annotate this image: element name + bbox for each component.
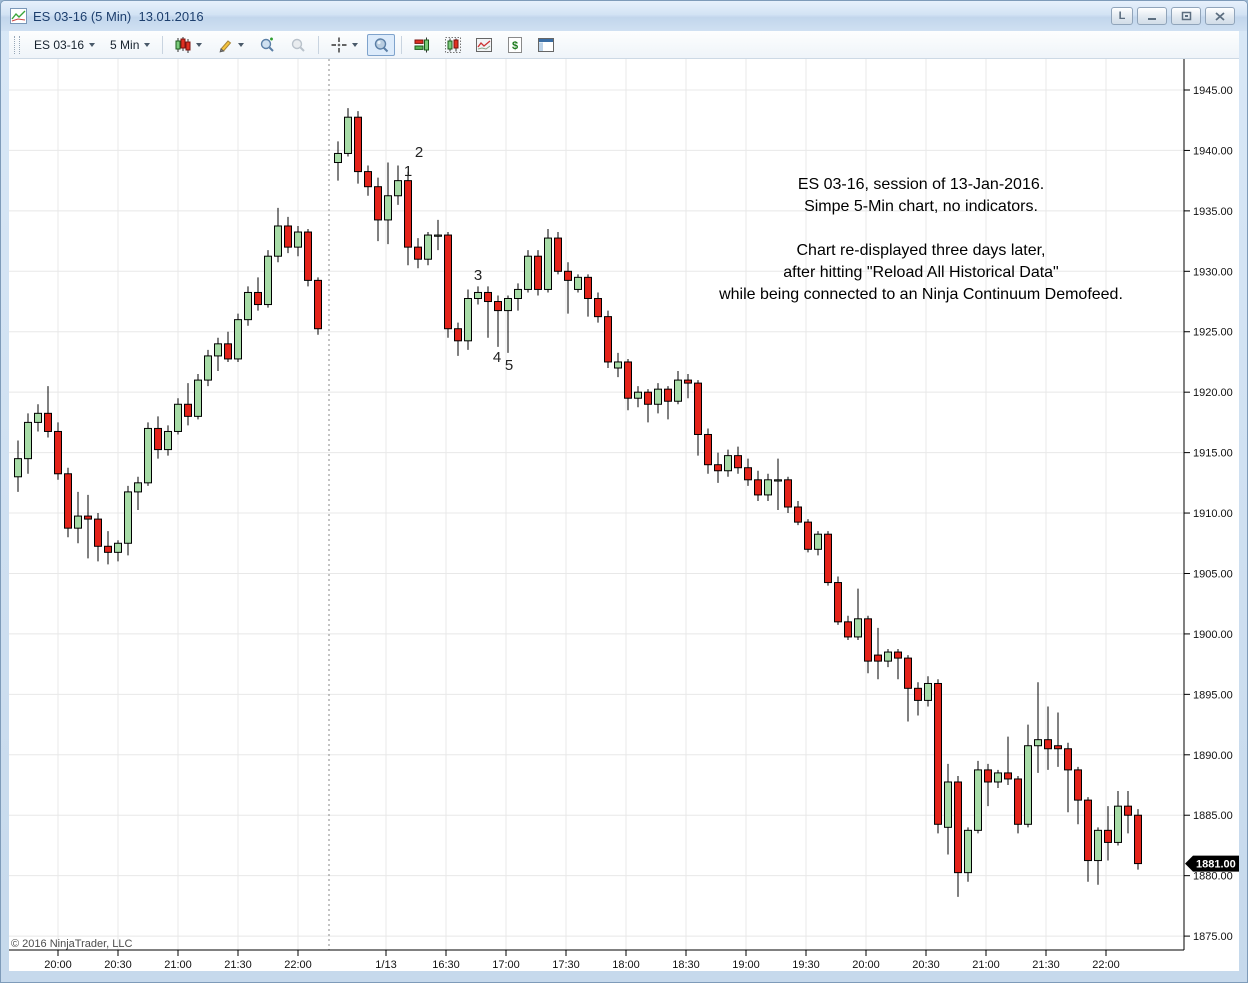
magnifier-icon — [373, 37, 389, 53]
toolbar: ES 03-16 5 Min — [9, 31, 1239, 59]
restore-button[interactable] — [1171, 7, 1201, 25]
chevron-down-icon — [144, 42, 151, 47]
crosshair-icon — [331, 37, 347, 53]
toolbar-separator — [162, 35, 164, 54]
data-box-button[interactable] — [367, 33, 396, 56]
zoom-in-button[interactable] — [253, 34, 281, 56]
zoom-out-button[interactable] — [284, 34, 312, 56]
instrument-label: ES 03-16 — [34, 37, 85, 52]
window-title: ES 03-16 (5 Min) 13.01.2016 — [33, 8, 204, 24]
account-data-button[interactable]: $ — [501, 34, 529, 56]
period-selector[interactable]: 5 Min — [104, 35, 156, 55]
instrument-selector[interactable]: ES 03-16 — [28, 35, 101, 55]
panel-window-icon — [538, 37, 555, 53]
toolbar-grip[interactable] — [14, 35, 20, 54]
toolbar-separator — [401, 35, 403, 54]
window-controls: L — [1111, 7, 1241, 25]
candlestick-style-icon — [175, 36, 191, 53]
chart-content-background — [9, 59, 1239, 971]
chart-overlay-button[interactable] — [470, 34, 498, 56]
order-entry-icon — [414, 37, 430, 53]
link-button[interactable]: L — [1111, 7, 1133, 25]
mini-chart-icon — [476, 37, 493, 53]
order-entry-button[interactable] — [408, 34, 436, 56]
chevron-down-icon — [352, 42, 359, 47]
chart-trader-icon — [445, 36, 462, 53]
properties-button[interactable] — [532, 34, 560, 56]
chevron-down-icon — [196, 42, 203, 47]
chart-style-button[interactable] — [169, 34, 208, 56]
minimize-button[interactable] — [1137, 7, 1167, 25]
toolbar-separator — [318, 35, 320, 54]
period-label: 5 Min — [110, 37, 140, 52]
close-button[interactable] — [1205, 7, 1235, 25]
svg-text:$: $ — [512, 40, 518, 52]
drawing-tools-button[interactable] — [211, 34, 250, 56]
dollar-document-icon: $ — [507, 36, 523, 53]
chart-window-icon — [10, 8, 27, 24]
pencil-icon — [217, 37, 233, 53]
chevron-down-icon — [238, 42, 245, 47]
zoom-out-disabled-icon — [290, 37, 306, 53]
cursor-mode-button[interactable] — [325, 34, 364, 56]
title-bar[interactable]: ES 03-16 (5 Min) 13.01.2016 L — [1, 1, 1247, 31]
chart-trader-button[interactable] — [439, 34, 467, 56]
chevron-down-icon — [89, 42, 96, 47]
zoom-in-icon — [259, 37, 275, 53]
